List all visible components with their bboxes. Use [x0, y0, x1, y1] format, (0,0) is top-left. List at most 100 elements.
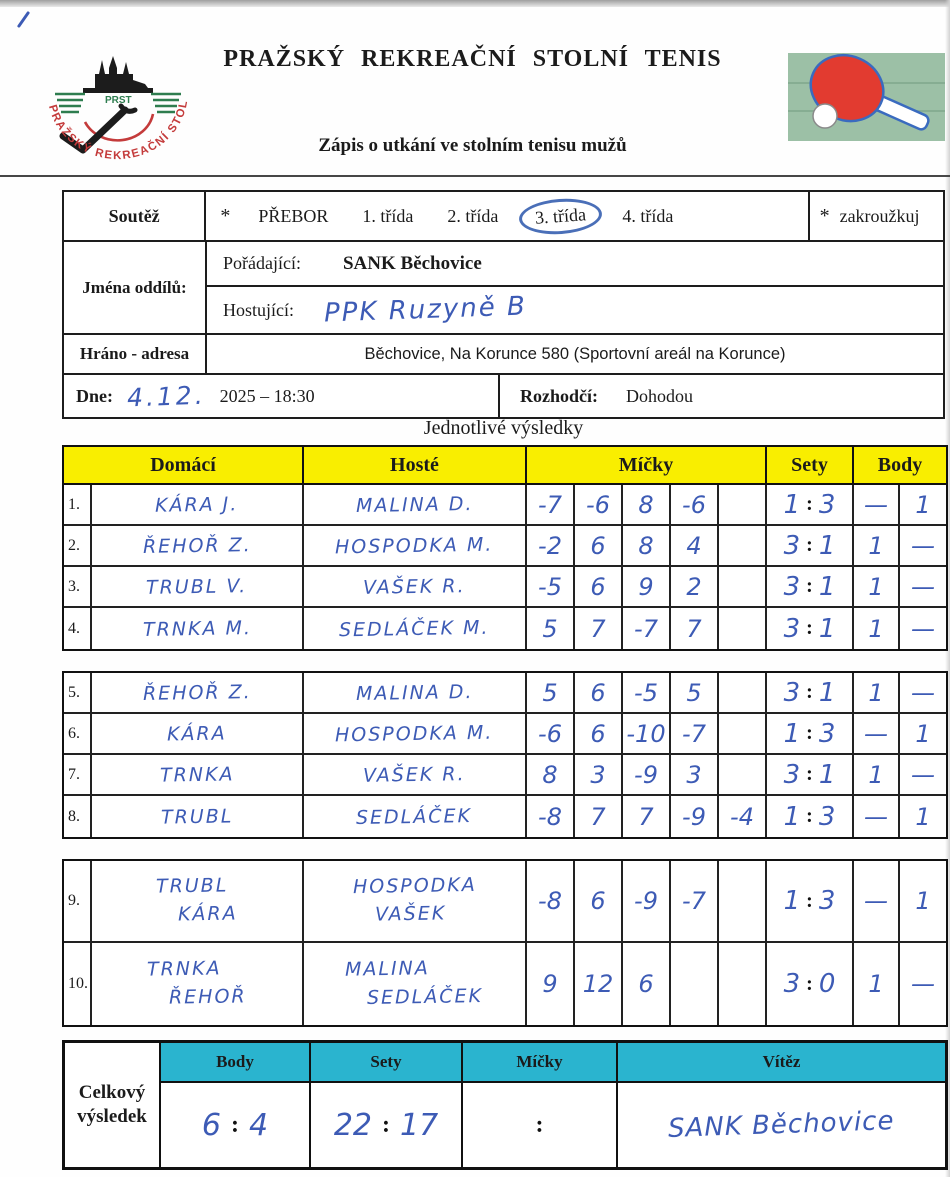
guest-player: VAŠEK R.	[304, 567, 527, 606]
results-header-row: Domácí Hosté Míčky Sety Body	[62, 445, 948, 483]
summary-col-micky: Míčky	[463, 1043, 618, 1083]
set-score: 1:3	[767, 485, 854, 524]
scan-edge-top	[0, 0, 950, 7]
svg-text:PRST: PRST	[105, 95, 132, 106]
ball-score: -6	[527, 714, 575, 753]
match-number: 7.	[64, 755, 92, 794]
point-home: 1	[854, 755, 900, 794]
col-body: Body	[877, 453, 923, 476]
match-row: 2. ŘEHOŘ Z. HOSPODKA M. -2 6 8 4 3:1 1 —	[64, 526, 946, 567]
guest-pair: MALINA SEDLÁČEK	[304, 943, 527, 1025]
home-player: ŘEHOŘ Z.	[92, 526, 304, 565]
results-block-2: 5. ŘEHOŘ Z. MALINA D. 5 6 -5 5 3:1 1 — 6…	[62, 671, 948, 839]
ball-score: -7	[527, 485, 575, 524]
asterisk: *	[819, 204, 830, 227]
point-home: 1	[854, 608, 900, 649]
home-player: KÁRA J.	[92, 485, 304, 524]
set-score: 1:3	[767, 714, 854, 753]
match-row: 7. TRNKA VAŠEK R. 8 3 -9 3 3:1 1 —	[64, 755, 946, 796]
point-guest: 1	[915, 802, 931, 831]
referee-value: Dohodou	[626, 385, 693, 406]
results-block-1: 1. KÁRA J. MALINA D. -7 -6 8 -6 1:3 — 1 …	[62, 483, 948, 651]
option-4-trida: 4. třída	[622, 205, 674, 226]
page-title: PRAŽSKÝ REKREAČNÍ STOLNÍ TENIS	[223, 46, 722, 72]
home-player: KÁRA	[92, 714, 304, 753]
ball-score: 6	[575, 567, 623, 606]
home-player: TRNKA M.	[92, 608, 304, 649]
ball-score: -6	[671, 485, 719, 524]
ball-score: -8	[527, 796, 575, 837]
ball-score: -7	[671, 714, 719, 753]
ball-score: -8	[527, 861, 575, 941]
point-home: 1	[854, 673, 900, 712]
soutez-label: Soutěž	[64, 192, 207, 240]
ball-score: 5	[527, 673, 575, 712]
point-guest: 1	[915, 490, 931, 519]
point-home: —	[854, 796, 900, 837]
ball-score: -7	[671, 861, 719, 941]
set-score: 3:1	[767, 755, 854, 794]
home-club-name: SANK Běchovice	[342, 252, 482, 274]
point-guest: —	[911, 531, 935, 560]
point-home: —	[854, 861, 900, 941]
point-guest: 1	[915, 719, 931, 748]
ball-score: -9	[623, 755, 671, 794]
ball-score: -7	[623, 608, 671, 649]
match-number: 6.	[64, 714, 92, 753]
hostujici-label: Hostující:	[223, 299, 294, 320]
form-subtitle: Zápis o utkání ve stolním tenisu mužů	[318, 135, 627, 156]
guest-player: HOSPODKA M.	[304, 526, 527, 565]
home-player: ŘEHOŘ Z.	[92, 673, 304, 712]
match-number: 3.	[64, 567, 92, 606]
ball-score	[719, 943, 767, 1025]
guest-club-name-handwritten: PPK Ruzyně B	[323, 291, 528, 329]
ball-score: 6	[575, 673, 623, 712]
ball-score	[719, 485, 767, 524]
ball-score	[719, 526, 767, 565]
summary-winner: SANK Běchovice	[667, 1106, 896, 1144]
match-number: 10.	[64, 943, 92, 1025]
set-score: 1:3	[767, 796, 854, 837]
summary-col-sety: Sety	[311, 1043, 463, 1083]
ball-score: 7	[575, 796, 623, 837]
match-number: 8.	[64, 796, 92, 837]
results-block-3: 9. TRUBL KÁRA HOSPODKA VAŠEK -8 6 -9 -7 1:…	[62, 859, 948, 1027]
match-row: 4. TRNKA M. SEDLÁČEK M. 5 7 -7 7 3:1 1 —	[64, 608, 946, 649]
dne-label: Dne:	[76, 385, 113, 406]
home-player: TRNKA	[92, 755, 304, 794]
ball-score: 5	[671, 673, 719, 712]
summary-sety-score: 22:17	[311, 1083, 463, 1167]
point-guest: —	[911, 572, 935, 601]
point-home: —	[854, 485, 900, 524]
set-score: 3:1	[767, 567, 854, 606]
guest-player: HOSPODKA M.	[304, 714, 527, 753]
ball-score: 3	[671, 755, 719, 794]
guest-player: SEDLÁČEK	[304, 796, 527, 837]
ball-score: -10	[623, 714, 671, 753]
date-printed: 2025 – 18:30	[219, 385, 315, 406]
ball-score	[719, 567, 767, 606]
point-guest: —	[911, 614, 935, 643]
ball-score: -2	[527, 526, 575, 565]
match-number: 2.	[64, 526, 92, 565]
zakrouzkuj-note: * zakroužkuj	[810, 192, 943, 240]
point-guest: —	[911, 970, 935, 998]
option-2-trida: 2. třída	[447, 205, 499, 226]
ball-score	[719, 755, 767, 794]
match-row: 9. TRUBL KÁRA HOSPODKA VAŠEK -8 6 -9 -7 1:…	[64, 861, 946, 943]
final-result-table: Celkový výsledek Body Sety Míčky Vítěz 6…	[62, 1040, 948, 1170]
match-number: 9.	[64, 861, 92, 941]
point-home: 1	[854, 526, 900, 565]
match-row: 10. TRNKA ŘEHOŘ MALINA SEDLÁČEK 9 12 6 3:0…	[64, 943, 946, 1025]
ball-score: 5	[527, 608, 575, 649]
match-row: 6. KÁRA HOSPODKA M. -6 6 -10 -7 1:3 — 1	[64, 714, 946, 755]
ball-score: -9	[671, 796, 719, 837]
home-pair: TRUBL KÁRA	[92, 861, 304, 941]
ball-score: 6	[575, 526, 623, 565]
ball-score	[719, 861, 767, 941]
col-domaci: Domácí	[64, 447, 304, 483]
match-row: 3. TRUBL V. VAŠEK R. -5 6 9 2 3:1 1 —	[64, 567, 946, 608]
guest-player: MALINA D.	[304, 673, 527, 712]
ball-score	[719, 673, 767, 712]
venue-address: Běchovice, Na Korunce 580 (Sportovní are…	[364, 344, 786, 363]
